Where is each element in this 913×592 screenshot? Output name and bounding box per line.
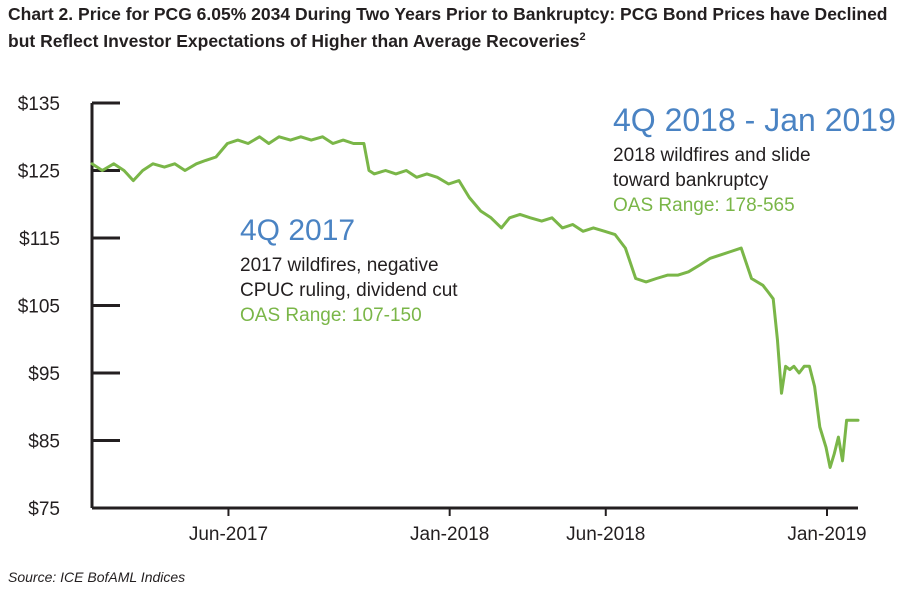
annotation-text: 2017 wildfires, negative xyxy=(240,255,439,276)
y-tick-label: $85 xyxy=(28,432,60,453)
x-tick-label: Jun-2017 xyxy=(189,524,268,545)
y-tick-label: $75 xyxy=(28,499,60,520)
annotation-oas-range: OAS Range: 107-150 xyxy=(240,305,422,326)
y-tick-label: $105 xyxy=(18,297,60,318)
y-tick-label: $135 xyxy=(18,94,60,115)
y-tick-label: $115 xyxy=(19,229,60,250)
x-tick-label: Jun-2018 xyxy=(566,524,645,545)
y-tick-label: $125 xyxy=(18,162,60,183)
annotations: 4Q 2017 2017 wildfires, negative CPUC ruli… xyxy=(240,102,896,326)
x-axis-ticks: Jun-2017 Jan-2018 Jun-2018 Jan-2019 xyxy=(189,508,867,545)
title-footnote-marker: 2 xyxy=(579,31,586,43)
annotation-text: toward bankruptcy xyxy=(613,170,769,191)
annotation-heading: 4Q 2018 - Jan 2019 xyxy=(613,102,896,138)
annotation-4q-2018-jan-2019: 4Q 2018 - Jan 2019 2018 wildfires and sli… xyxy=(613,102,896,216)
y-tick-label: $95 xyxy=(28,364,60,385)
x-tick-label: Jan-2018 xyxy=(410,524,489,545)
annotation-oas-range: OAS Range: 178-565 xyxy=(613,195,795,216)
y-axis-ticks: $135 $125 $115 $105 $95 $85 $75 xyxy=(18,94,120,520)
annotation-text: 2018 wildfires and slide xyxy=(613,145,811,166)
chart-title: Chart 2. Price for PCG 6.05% 2034 During… xyxy=(8,4,888,51)
price-series-line xyxy=(90,135,860,469)
annotation-4q-2017: 4Q 2017 2017 wildfires, negative CPUC ruli… xyxy=(240,214,458,326)
x-tick-label: Jan-2019 xyxy=(787,524,866,545)
source-note: Source: ICE BofAML Indices xyxy=(8,569,186,585)
annotation-heading: 4Q 2017 xyxy=(240,214,355,247)
annotation-text: CPUC ruling, dividend cut xyxy=(240,280,458,301)
